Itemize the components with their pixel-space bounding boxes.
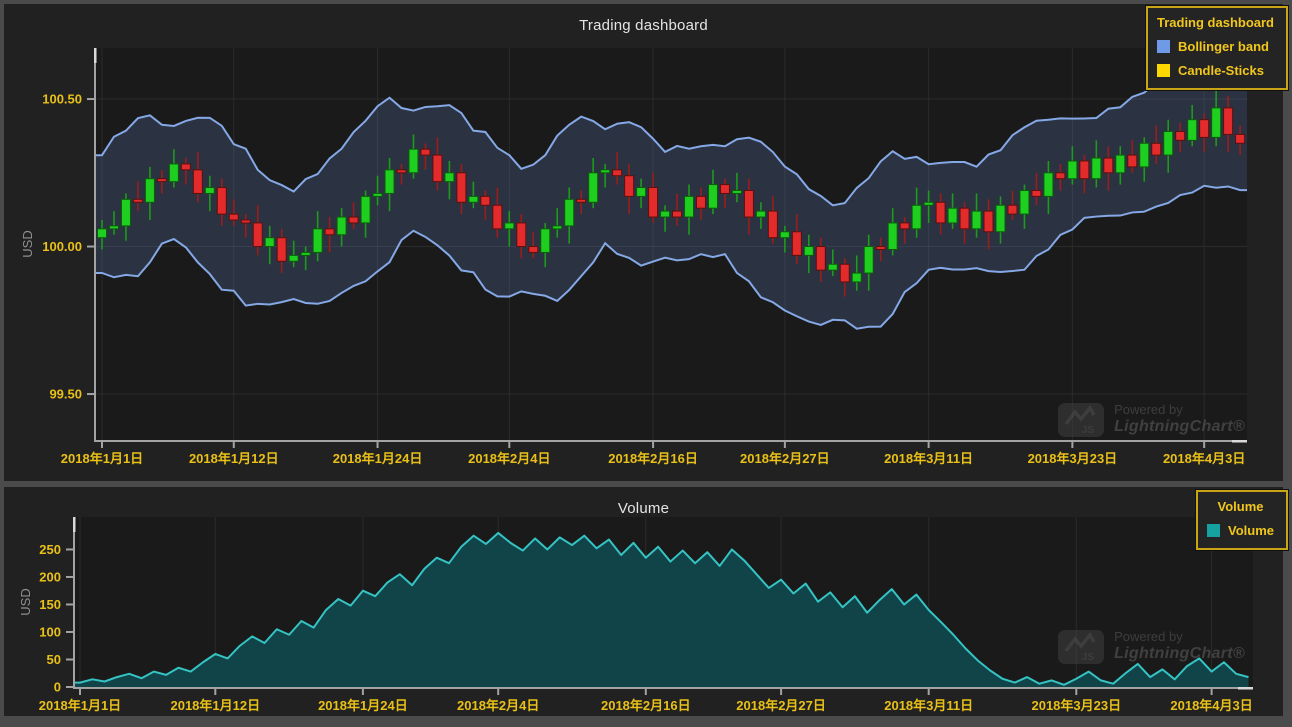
lightningchart-watermark[interactable]: JS Powered by LightningChart®: [1058, 402, 1245, 437]
legend-item-candle-sticks[interactable]: Candle-Sticks: [1156, 63, 1274, 78]
bollinger-band-swatch-icon: [1156, 40, 1170, 53]
price-chart-legend[interactable]: Trading dashboard Bollinger band Candle-…: [1145, 6, 1288, 90]
svg-text:50: 50: [47, 652, 61, 667]
powered-by-text: Powered by: [1114, 629, 1183, 645]
legend-label: Bollinger band: [1177, 39, 1269, 54]
volume-chart-title: Volume: [617, 500, 670, 517]
powered-by-text: Powered by: [1114, 402, 1183, 418]
legend-item-bollinger-band[interactable]: Bollinger band: [1156, 39, 1274, 54]
svg-text:2018年1月12日: 2018年1月12日: [189, 451, 279, 466]
svg-text:2018年3月23日: 2018年3月23日: [1028, 451, 1118, 466]
bollinger-band-series[interactable]: [96, 69, 1247, 330]
brand-text: LightningChart®: [1114, 418, 1245, 436]
price-chart-plot[interactable]: 100.50 100.00 99.50 2018年1月1日 2018年1月12日 2018…: [4, 4, 1283, 481]
svg-text:2018年1月1日: 2018年1月1日: [39, 698, 121, 713]
svg-text:2018年3月11日: 2018年3月11日: [884, 451, 973, 466]
svg-text:2018年2月16日: 2018年2月16日: [601, 698, 691, 713]
price-legend-title: Trading dashboard: [1156, 15, 1274, 30]
svg-text:2018年2月27日: 2018年2月27日: [740, 451, 830, 466]
lightningchart-logo-icon: JS: [1058, 403, 1105, 437]
axes[interactable]: 0 50 100 150 200 250 2018年1月1日 2018年1月12日 2018年1…: [18, 517, 1253, 713]
candle-sticks-swatch-icon: [1156, 64, 1170, 77]
svg-text:2018年1月24日: 2018年1月24日: [333, 451, 423, 466]
volume-chart-plot[interactable]: 0 50 100 150 200 250 2018年1月1日 2018年1月12日 2018年1…: [4, 487, 1283, 716]
logo-js-text: JS: [1082, 652, 1095, 663]
svg-text:200: 200: [39, 569, 61, 584]
legend-item-volume[interactable]: Volume: [1207, 523, 1274, 538]
svg-text:2018年4月3日: 2018年4月3日: [1170, 698, 1252, 713]
svg-text:100: 100: [39, 624, 61, 639]
svg-text:2018年3月23日: 2018年3月23日: [1031, 698, 1121, 713]
svg-text:2018年1月24日: 2018年1月24日: [318, 698, 408, 713]
svg-text:USD: USD: [18, 588, 33, 615]
svg-text:2018年2月4日: 2018年2月4日: [457, 698, 539, 713]
legend-label: Candle-Sticks: [1177, 63, 1264, 78]
svg-text:2018年2月27日: 2018年2月27日: [736, 698, 826, 713]
volume-area-series[interactable]: [75, 531, 1249, 687]
svg-text:2018年1月12日: 2018年1月12日: [170, 698, 260, 713]
volume-chart-legend[interactable]: Volume Volume: [1196, 490, 1288, 550]
svg-text:2018年3月11日: 2018年3月11日: [884, 698, 973, 713]
svg-text:2018年2月16日: 2018年2月16日: [608, 451, 698, 466]
svg-text:99.50: 99.50: [49, 387, 82, 402]
svg-text:100.00: 100.00: [42, 239, 82, 254]
lightningchart-logo-icon: JS: [1058, 630, 1105, 664]
volume-swatch-icon: [1207, 524, 1220, 537]
logo-js-text: JS: [1082, 425, 1095, 436]
svg-text:250: 250: [39, 542, 61, 557]
svg-text:2018年1月1日: 2018年1月1日: [61, 451, 143, 466]
candlestick-series[interactable]: [97, 90, 1246, 297]
svg-text:150: 150: [39, 597, 61, 612]
axes[interactable]: 100.50 100.00 99.50 2018年1月1日 2018年1月12日 2018…: [20, 48, 1247, 466]
legend-label: Volume: [1228, 523, 1274, 538]
brand-text: LightningChart®: [1114, 645, 1245, 663]
volume-legend-title: Volume: [1217, 499, 1264, 514]
svg-text:0: 0: [54, 680, 61, 695]
svg-text:100.50: 100.50: [42, 92, 82, 107]
svg-text:USD: USD: [20, 230, 35, 257]
svg-text:2018年2月4日: 2018年2月4日: [468, 451, 550, 466]
lightningchart-watermark[interactable]: JS Powered by LightningChart®: [1058, 629, 1245, 664]
svg-text:2018年4月3日: 2018年4月3日: [1163, 451, 1245, 466]
price-chart-panel[interactable]: 100.50 100.00 99.50 2018年1月1日 2018年1月12日 2018…: [4, 4, 1288, 481]
price-chart-title: Trading dashboard: [579, 17, 708, 34]
grid: [96, 48, 1247, 440]
volume-chart-panel[interactable]: 0 50 100 150 200 250 2018年1月1日 2018年1月12日 2018年1…: [4, 487, 1288, 716]
